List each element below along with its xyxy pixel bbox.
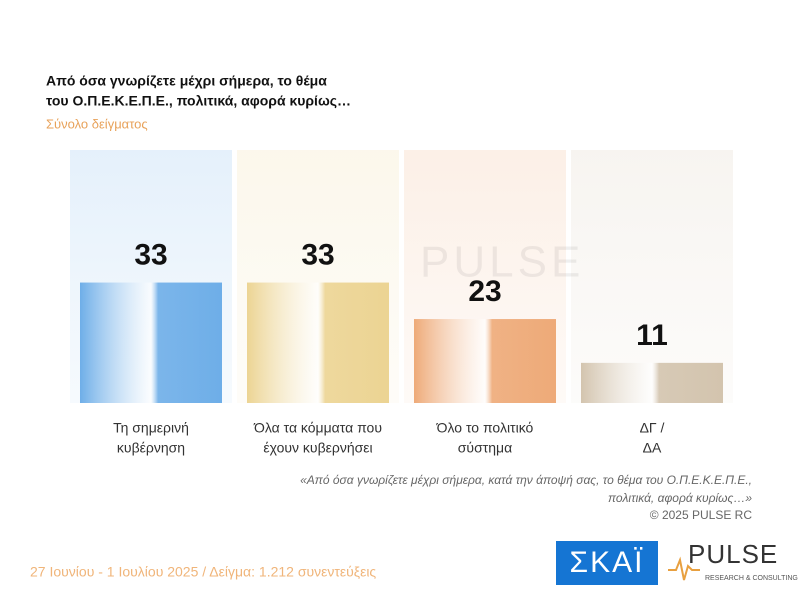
column-background [571,150,733,403]
bar [247,282,389,403]
note: πολιτικά, αφορά κυρίως…» [608,491,752,505]
skai-logo: ΣΚΑΪ [570,546,645,579]
chart-subtitle: Σύνολο δείγματος [46,116,148,131]
skai-logo-box [556,541,658,585]
category-label: έχουν κυβερνήσει [263,440,372,456]
chart-title: του Ο.Π.Ε.Κ.Ε.Π.Ε., πολιτικά, αφορά κυρί… [46,93,351,109]
note: «Από όσα γνωρίζετε μέχρι σήμερα, κατά τη… [300,473,752,487]
value-label: 23 [468,275,501,308]
category-label: Όλα τα κόμματα που [253,420,382,436]
bar [414,319,556,403]
copyright: © 2025 PULSE RC [650,508,753,522]
value-label: 33 [134,238,167,271]
category-label: σύστημα [458,440,512,456]
category-label: Τη σημερινή [113,420,189,436]
pulse-tagline: RESEARCH & CONSULTING [705,575,798,582]
footer: 27 Ιουνίου - 1 Ιουλίου 2025 / Δείγμα: 1.… [30,564,376,580]
bar [581,362,723,403]
category-label: ΔΓ / [640,420,665,436]
pulse-logo-wave [668,556,700,581]
value-label: 33 [301,238,334,271]
category-label: Όλο το πολιτικό [436,420,534,436]
pulse-logo: PULSE [688,539,778,569]
watermark: PULSE [420,238,584,287]
category-label: κυβέρνηση [117,440,185,456]
value-label: 11 [636,319,668,352]
category-label: ΔΑ [643,440,662,456]
bar [80,282,222,403]
chart-title: Από όσα γνωρίζετε μέχρι σήμερα, το θέμα [46,73,327,89]
